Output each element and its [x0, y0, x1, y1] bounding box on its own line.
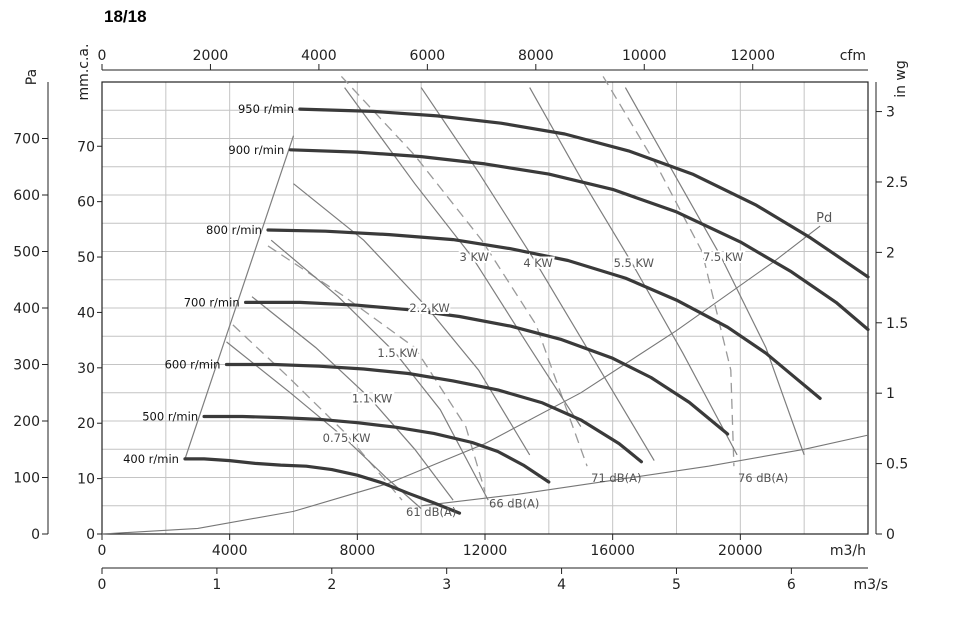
axis-label-pa: Pa [24, 69, 40, 85]
axis-label-mmca: mm.c.a. [76, 44, 92, 101]
tick-label-mmca: 40 [77, 305, 95, 321]
tick-label-inwg: 2.5 [886, 175, 908, 191]
rpm-curve [224, 362, 643, 464]
tick-label-cfm: 8000 [518, 48, 554, 64]
tick-label-m3h: 0 [98, 543, 107, 559]
tick-label-pa: 300 [13, 358, 40, 374]
tick-label-mmca: 10 [77, 472, 95, 488]
tick-label-pa: 0 [31, 527, 40, 543]
tick-label-m3h: 16000 [590, 543, 635, 559]
power-line [529, 87, 738, 456]
tick-label-m3s: 4 [557, 577, 566, 593]
tick-label-cfm: 4000 [301, 48, 337, 64]
tick-label-m3s: 3 [442, 577, 451, 593]
power-label: 1.5 KW [377, 346, 417, 360]
noise-label: 71 dB(A) [591, 471, 641, 485]
tick-label-m3s: 0 [98, 577, 107, 593]
tick-label-cfm: 10000 [622, 48, 667, 64]
noise-line [340, 75, 588, 467]
noise-label: 61 dB(A) [406, 505, 456, 519]
rpm-label: 400 r/min [123, 452, 179, 466]
rpm-curves [183, 107, 870, 515]
rpm-label: 800 r/min [206, 223, 262, 237]
tick-label-inwg: 3 [886, 105, 895, 121]
tick-label-inwg: 2 [886, 245, 895, 261]
power-label: 0.75 KW [323, 431, 371, 445]
tick-label-inwg: 1.5 [886, 316, 908, 332]
pd-curve [101, 225, 821, 535]
rpm-label: 600 r/min [165, 358, 221, 372]
tick-label-inwg: 1 [886, 386, 895, 402]
power-line [251, 296, 454, 501]
tick-label-m3s: 6 [787, 577, 796, 593]
rpm-curve [266, 228, 822, 400]
power-label: 3 KW [459, 250, 488, 264]
tick-label-mmca: 0 [86, 527, 95, 543]
power-label: 4 KW [523, 256, 552, 270]
tick-label-cfm: 0 [98, 48, 107, 64]
tick-label-m3h: 4000 [212, 543, 248, 559]
dynamic-pressure-curves [101, 225, 869, 535]
tick-label-pa: 400 [13, 301, 40, 317]
axes: 0 4000 8000 12000 16000 20000 m3/h0 1 2 3 4 5 6 m3/s0… [13, 44, 909, 593]
tick-label-inwg: 0 [886, 527, 895, 543]
power-label: 5.5 KW [614, 256, 654, 270]
axis-label-m3h: m3/h [830, 543, 866, 559]
tick-label-mmca: 30 [77, 361, 95, 377]
power-line [344, 87, 582, 427]
tick-label-m3h: 12000 [463, 543, 508, 559]
noise-line [602, 76, 735, 467]
chart-labels: 61 dB(A) 66 dB(A) 71 dB(A) 76 dB(A) 0.75 KW 1… [123, 102, 832, 519]
tick-label-m3s: 2 [327, 577, 336, 593]
rpm-curve [244, 300, 730, 436]
power-line [624, 87, 805, 456]
power-label: 1.1 KW [352, 391, 392, 405]
rpm-curve [288, 148, 870, 332]
noise-line [232, 324, 403, 501]
power-label: 7.5 KW [703, 250, 743, 264]
boundary-line [184, 135, 295, 460]
noise-label: 66 dB(A) [489, 497, 539, 511]
axis-label-m3s: m3/s [853, 577, 888, 593]
noise-line [267, 245, 486, 492]
rpm-curve [183, 457, 462, 515]
chart-title: 18/18 [104, 7, 147, 26]
axis-label-inwg: in wg [893, 60, 909, 98]
tick-label-m3s: 1 [212, 577, 221, 593]
rpm-label: 900 r/min [228, 143, 284, 157]
tick-label-cfm: 12000 [730, 48, 775, 64]
tick-label-m3s: 5 [672, 577, 681, 593]
tick-label-m3h: 8000 [340, 543, 376, 559]
rpm-curve [202, 414, 551, 484]
tick-label-mmca: 20 [77, 416, 95, 432]
system-curve [421, 434, 869, 507]
tick-label-inwg: 0.5 [886, 457, 908, 473]
power-line [293, 183, 531, 456]
tick-label-pa: 100 [13, 471, 40, 487]
tick-label-pa: 500 [13, 245, 40, 261]
noise-lines [232, 75, 735, 501]
power-label: 2.2 KW [409, 301, 449, 315]
noise-label: 76 dB(A) [738, 471, 788, 485]
rpm-curve [298, 107, 870, 279]
power-line [420, 87, 655, 461]
axis-label-cfm: cfm [840, 48, 866, 64]
tick-label-mmca: 70 [77, 139, 95, 155]
rpm-label: 950 r/min [238, 102, 294, 116]
pd-label: Pd [816, 211, 832, 226]
grid [102, 82, 868, 534]
tick-label-cfm: 6000 [410, 48, 446, 64]
tick-label-m3h: 20000 [718, 543, 763, 559]
rpm-label: 700 r/min [184, 295, 240, 309]
tick-label-mmca: 50 [77, 250, 95, 266]
tick-label-cfm: 2000 [193, 48, 229, 64]
tick-label-pa: 600 [13, 188, 40, 204]
tick-label-pa: 700 [13, 132, 40, 148]
rpm-label: 500 r/min [142, 409, 198, 423]
tick-label-pa: 200 [13, 414, 40, 430]
tick-label-mmca: 60 [77, 195, 95, 211]
